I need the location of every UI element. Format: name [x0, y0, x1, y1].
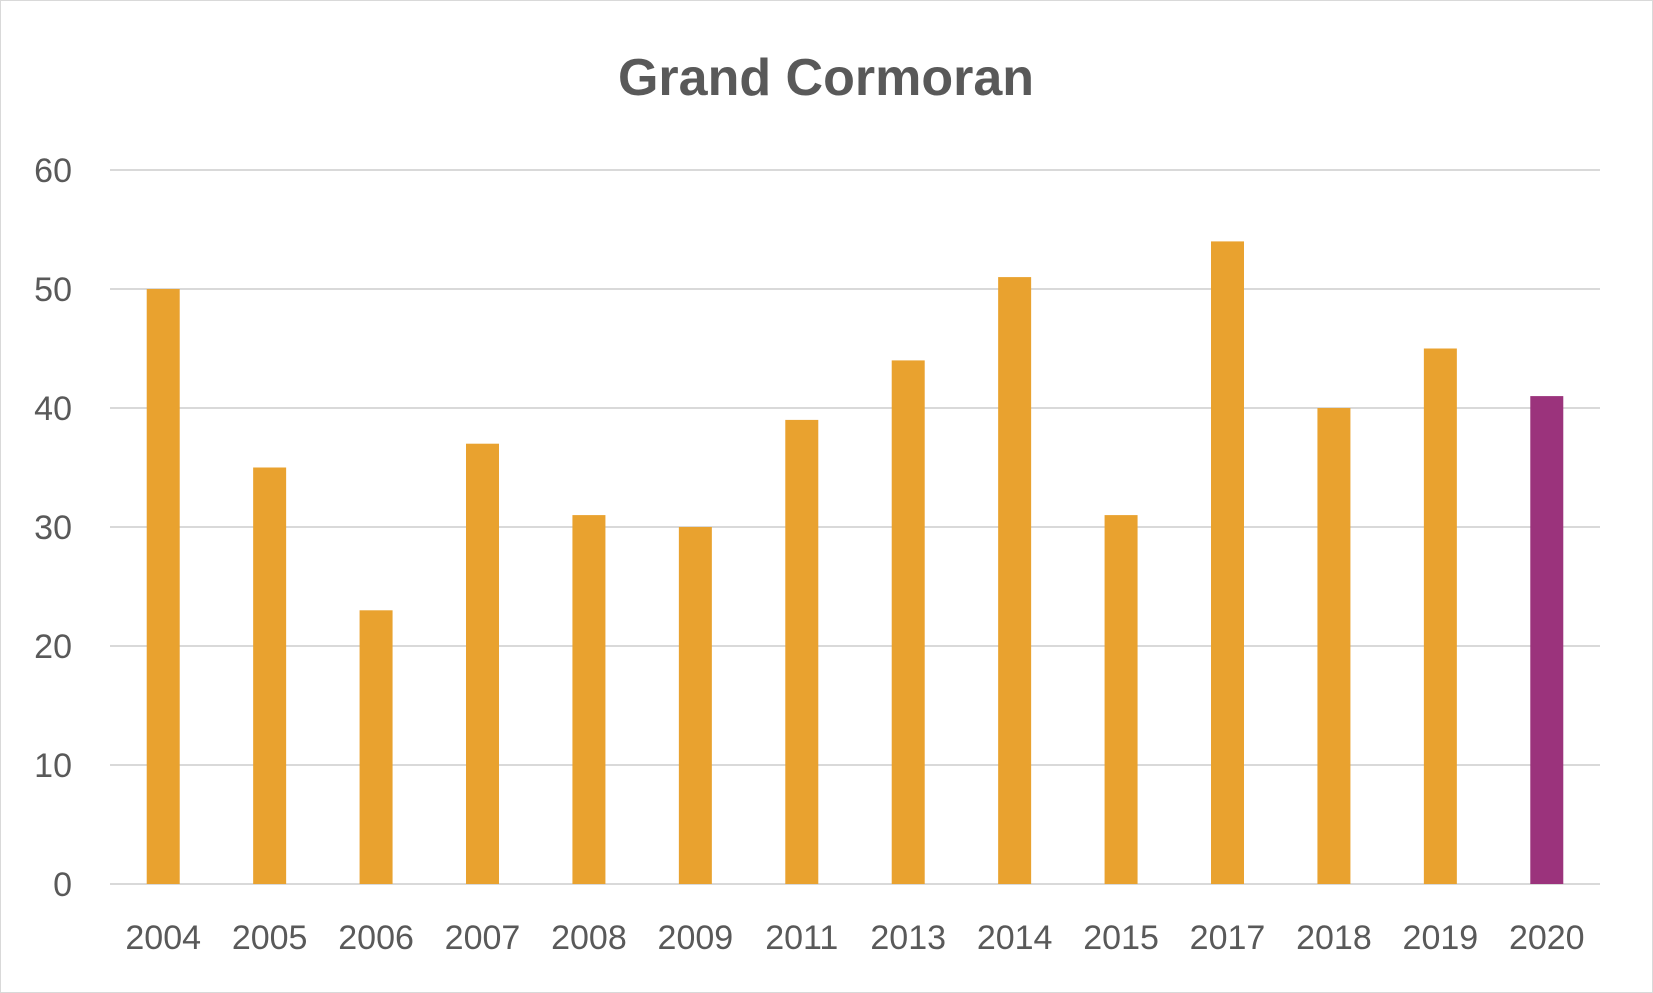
x-tick-label: 2007: [445, 919, 521, 957]
y-tick-label: 30: [34, 509, 72, 547]
y-tick-label: 50: [34, 271, 72, 309]
bar-2005: [253, 467, 287, 884]
x-tick-label: 2008: [551, 919, 627, 957]
x-tick-label: 2017: [1190, 919, 1266, 957]
bar-2008: [572, 515, 606, 884]
bar-2007: [466, 443, 499, 884]
bar-2004: [146, 289, 180, 884]
bar-2009: [678, 527, 712, 884]
y-tick-label: 0: [53, 866, 72, 904]
bar-2013: [891, 360, 925, 884]
y-tick-label: 40: [34, 390, 72, 428]
x-tick-label: 2018: [1296, 919, 1372, 957]
gridlines: [110, 169, 1600, 885]
x-tick-label: 2019: [1403, 919, 1479, 957]
bar-2006: [359, 610, 393, 884]
x-tick-label: 2014: [977, 919, 1053, 957]
chart-title: Grand Cormoran: [618, 49, 1034, 107]
bar-2014: [998, 277, 1032, 885]
bar-2020: [1530, 396, 1564, 884]
bar-2017: [1211, 241, 1244, 884]
x-tick-label: 2020: [1509, 919, 1585, 957]
x-tick-label: 2013: [870, 919, 946, 957]
y-tick-label: 20: [34, 628, 72, 666]
y-tick-label: 10: [34, 747, 72, 785]
bar-2015: [1104, 515, 1138, 884]
bars: [146, 241, 1564, 885]
x-tick-label: 2005: [232, 919, 308, 957]
x-tick-label: 2006: [338, 919, 414, 957]
bar-2019: [1423, 348, 1457, 884]
x-tick-label: 2004: [125, 919, 201, 957]
bar-2018: [1317, 408, 1351, 884]
x-tick-label: 2011: [765, 919, 838, 957]
x-axis-tick-labels: 2004 2005 2006 2007 2008 2009 2011 2013 2014 2015…: [125, 919, 1584, 957]
y-axis-tick-labels: 0 10 20 30 40 50 60: [34, 152, 72, 904]
x-tick-label: 2009: [658, 919, 734, 957]
y-tick-label: 60: [34, 152, 72, 190]
x-tick-label: 2015: [1083, 919, 1159, 957]
bar-2011: [785, 419, 819, 884]
